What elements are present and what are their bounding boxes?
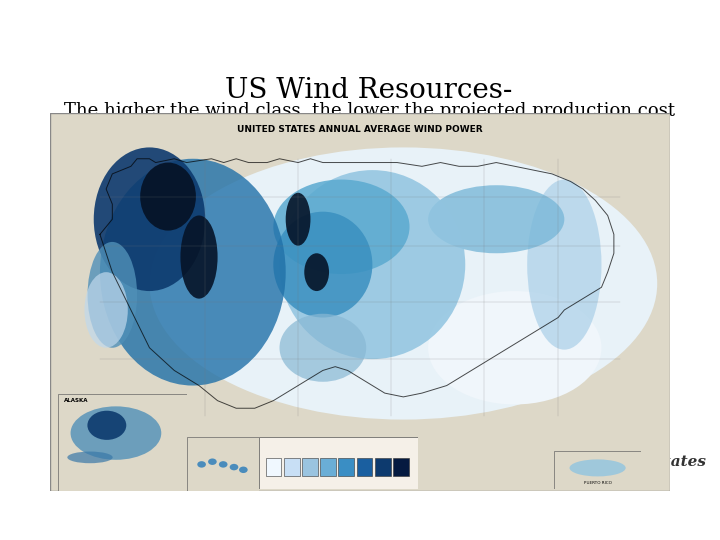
Bar [284,458,300,476]
Circle shape [230,464,238,470]
Bar [320,458,336,476]
Ellipse shape [279,314,366,382]
Ellipse shape [527,180,601,350]
Ellipse shape [68,451,113,463]
Ellipse shape [286,193,310,246]
Ellipse shape [570,460,626,476]
Bar [375,458,391,476]
Circle shape [239,467,248,473]
Text: PUERTO RICO: PUERTO RICO [584,481,611,485]
Text: UNITED STATES ANNUAL AVERAGE WIND POWER: UNITED STATES ANNUAL AVERAGE WIND POWER [237,125,483,134]
Text: Source:: Source: [324,455,395,469]
Circle shape [94,454,117,470]
Bar [338,458,354,476]
Text: The higher the wind class, the lower the projected production cost: The higher the wind class, the lower the… [63,103,675,120]
Text: US Wind Resources-: US Wind Resources- [225,77,513,104]
Ellipse shape [84,272,128,348]
Ellipse shape [150,147,657,420]
Text: ALASKA: ALASKA [64,398,89,403]
Ellipse shape [181,215,217,299]
Ellipse shape [140,163,196,231]
Bar [302,458,318,476]
Ellipse shape [87,411,126,440]
Ellipse shape [274,179,410,274]
Bar [356,458,372,476]
Ellipse shape [305,253,329,291]
Circle shape [219,461,228,468]
Ellipse shape [279,170,465,359]
Circle shape [197,461,206,468]
Ellipse shape [274,212,372,318]
Text: 4: 4 [102,457,109,467]
Ellipse shape [100,159,286,386]
Text: DOE’s NEMS Model considers Class 4 or higher winds needed: DOE’s NEMS Model considers Class 4 or hi… [83,115,655,133]
Ellipse shape [428,185,564,253]
Ellipse shape [428,291,601,404]
Ellipse shape [88,242,137,348]
Circle shape [208,458,217,465]
Text: Wind Energy Atlas of the United States: Wind Energy Atlas of the United States [372,455,706,469]
Text: (NREL): (NREL) [546,455,615,469]
Bar [393,458,409,476]
Text: Energy Ventures Analysis Inc: Energy Ventures Analysis Inc [126,455,354,469]
Bar [266,458,282,476]
Ellipse shape [71,406,161,460]
Ellipse shape [94,147,205,291]
